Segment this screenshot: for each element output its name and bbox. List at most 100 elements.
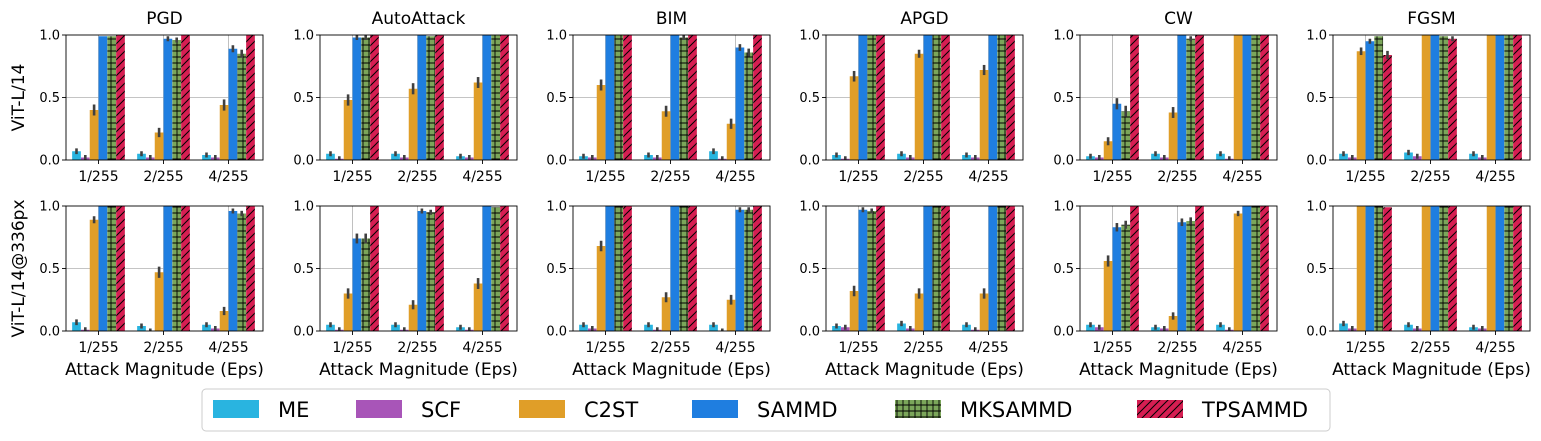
bar-c2st	[596, 246, 606, 331]
bar-tpsammd	[941, 35, 950, 160]
bar-sammd	[1112, 227, 1122, 331]
ytick-label: 0.5	[1053, 91, 1074, 106]
bar-tpsammd	[1260, 35, 1269, 160]
bar-me	[897, 323, 906, 331]
bar-tpsammd	[1448, 206, 1457, 331]
bar-c2st	[914, 293, 924, 331]
bar-sammd	[1430, 206, 1440, 331]
bar-mksammd	[614, 206, 624, 331]
bar-mksammd	[1251, 35, 1261, 160]
bar-mksammd	[1121, 224, 1131, 331]
xtick-label: 4/255	[1222, 169, 1262, 185]
panel-title: AutoAttack	[372, 9, 466, 29]
bar-mksammd	[1439, 206, 1449, 331]
xtick-label: 1/255	[838, 169, 878, 185]
legend-label: SCF	[421, 398, 461, 422]
bar-mksammd	[1186, 221, 1196, 331]
xtick-label: 1/255	[1092, 340, 1132, 356]
bar-mksammd	[932, 206, 942, 331]
legend-label: SAMMD	[757, 398, 838, 422]
legend-swatch-mksammd	[895, 400, 941, 418]
bar-mksammd	[744, 52, 754, 160]
ytick-label: 0.5	[799, 262, 820, 277]
bar-tpsammd	[1130, 206, 1139, 331]
bar-sammd	[352, 37, 362, 160]
ytick-label: 1.0	[39, 200, 60, 215]
bar-tpsammd	[941, 206, 950, 331]
bar-me	[72, 151, 81, 160]
panel-apgd-row1: 0.0 0.5 1.0 1/255 2/255 4/255 APGD	[799, 9, 1024, 185]
bar-sammd	[417, 211, 427, 331]
bar-tpsammd	[1448, 38, 1457, 160]
bar-mksammd	[426, 212, 436, 331]
panel-title: APGD	[900, 9, 948, 29]
legend-entry-c2st: C2ST	[519, 398, 638, 422]
bar-sammd	[605, 206, 615, 331]
bar-sammd	[482, 206, 492, 331]
bar-tpsammd	[435, 206, 444, 331]
bar-mksammd	[491, 35, 501, 160]
bar-mksammd	[932, 35, 942, 160]
bar-tpsammd	[116, 35, 125, 160]
legend-swatch-scf	[356, 400, 402, 418]
bar-c2st	[1168, 112, 1178, 160]
ytick-label: 0.5	[1306, 91, 1327, 106]
bar-c2st	[343, 293, 353, 331]
bar-me	[391, 324, 400, 331]
bar-mksammd	[237, 213, 247, 331]
bar-c2st	[1421, 35, 1431, 160]
legend-box	[201, 388, 1331, 432]
ytick-label: 1.0	[546, 29, 567, 44]
bar-tpsammd	[1513, 35, 1522, 160]
bar-c2st	[661, 297, 671, 331]
bar-mksammd	[1186, 38, 1196, 160]
ytick-label: 1.0	[1053, 200, 1074, 215]
bar-c2st	[219, 105, 229, 160]
ytick-label: 0.5	[39, 91, 60, 106]
xtick-label: 4/255	[208, 340, 248, 356]
xtick-label: 2/255	[650, 340, 690, 356]
bar-tpsammd	[1006, 35, 1015, 160]
ytick-label: 0.0	[39, 154, 60, 169]
ytick-label: 0.0	[546, 154, 567, 169]
xtick-label: 1/255	[1345, 169, 1385, 185]
panel-pgd-row2: 0.0 0.5 1.0 1/255 2/255 4/255 Attack Magnitude…	[39, 200, 264, 381]
bar-c2st	[408, 88, 418, 160]
bar-sammd	[735, 209, 745, 331]
panel-cw-row2: 0.0 0.5 1.0 1/255 2/255 4/255 Attack Magnitude…	[1053, 200, 1278, 381]
bar-tpsammd	[623, 206, 632, 331]
bar-c2st	[343, 100, 353, 160]
bar-me	[1216, 324, 1225, 331]
ytick-label: 0.5	[293, 91, 314, 106]
bar-me	[1086, 324, 1095, 331]
bar-tpsammd	[370, 35, 379, 160]
ytick-label: 0.0	[799, 325, 820, 340]
xtick-label: 4/255	[1222, 340, 1262, 356]
xtick-label: 2/255	[143, 340, 183, 356]
bar-c2st	[1168, 316, 1178, 331]
bar-me	[1404, 324, 1413, 331]
ytick-label: 0.5	[39, 262, 60, 277]
bar-mksammd	[172, 206, 182, 331]
x-axis-label: Attack Magnitude (Eps)	[825, 360, 1024, 380]
bar-c2st	[596, 85, 606, 160]
bar-c2st	[849, 76, 859, 160]
bar-c2st	[89, 110, 99, 160]
bar-tpsammd	[181, 206, 190, 331]
panel-pgd-row1: 0.0 0.5 1.0 1/255 2/255 4/255 PGD	[39, 9, 264, 185]
bar-sammd	[923, 206, 933, 331]
bar-tpsammd	[500, 206, 509, 331]
panel-title: FGSM	[1407, 9, 1455, 29]
bar-mksammd	[997, 206, 1007, 331]
ytick-label: 0.0	[799, 154, 820, 169]
bar-tpsammd	[246, 35, 255, 160]
xtick-label: 4/255	[462, 169, 502, 185]
bar-sammd	[670, 35, 680, 160]
bar-mksammd	[1121, 111, 1131, 160]
bar-mksammd	[491, 207, 501, 331]
ytick-label: 0.5	[293, 262, 314, 277]
bar-mksammd	[1504, 206, 1514, 331]
panel-title: CW	[1164, 9, 1193, 29]
bar-c2st	[473, 82, 483, 160]
bar-c2st	[154, 272, 164, 331]
